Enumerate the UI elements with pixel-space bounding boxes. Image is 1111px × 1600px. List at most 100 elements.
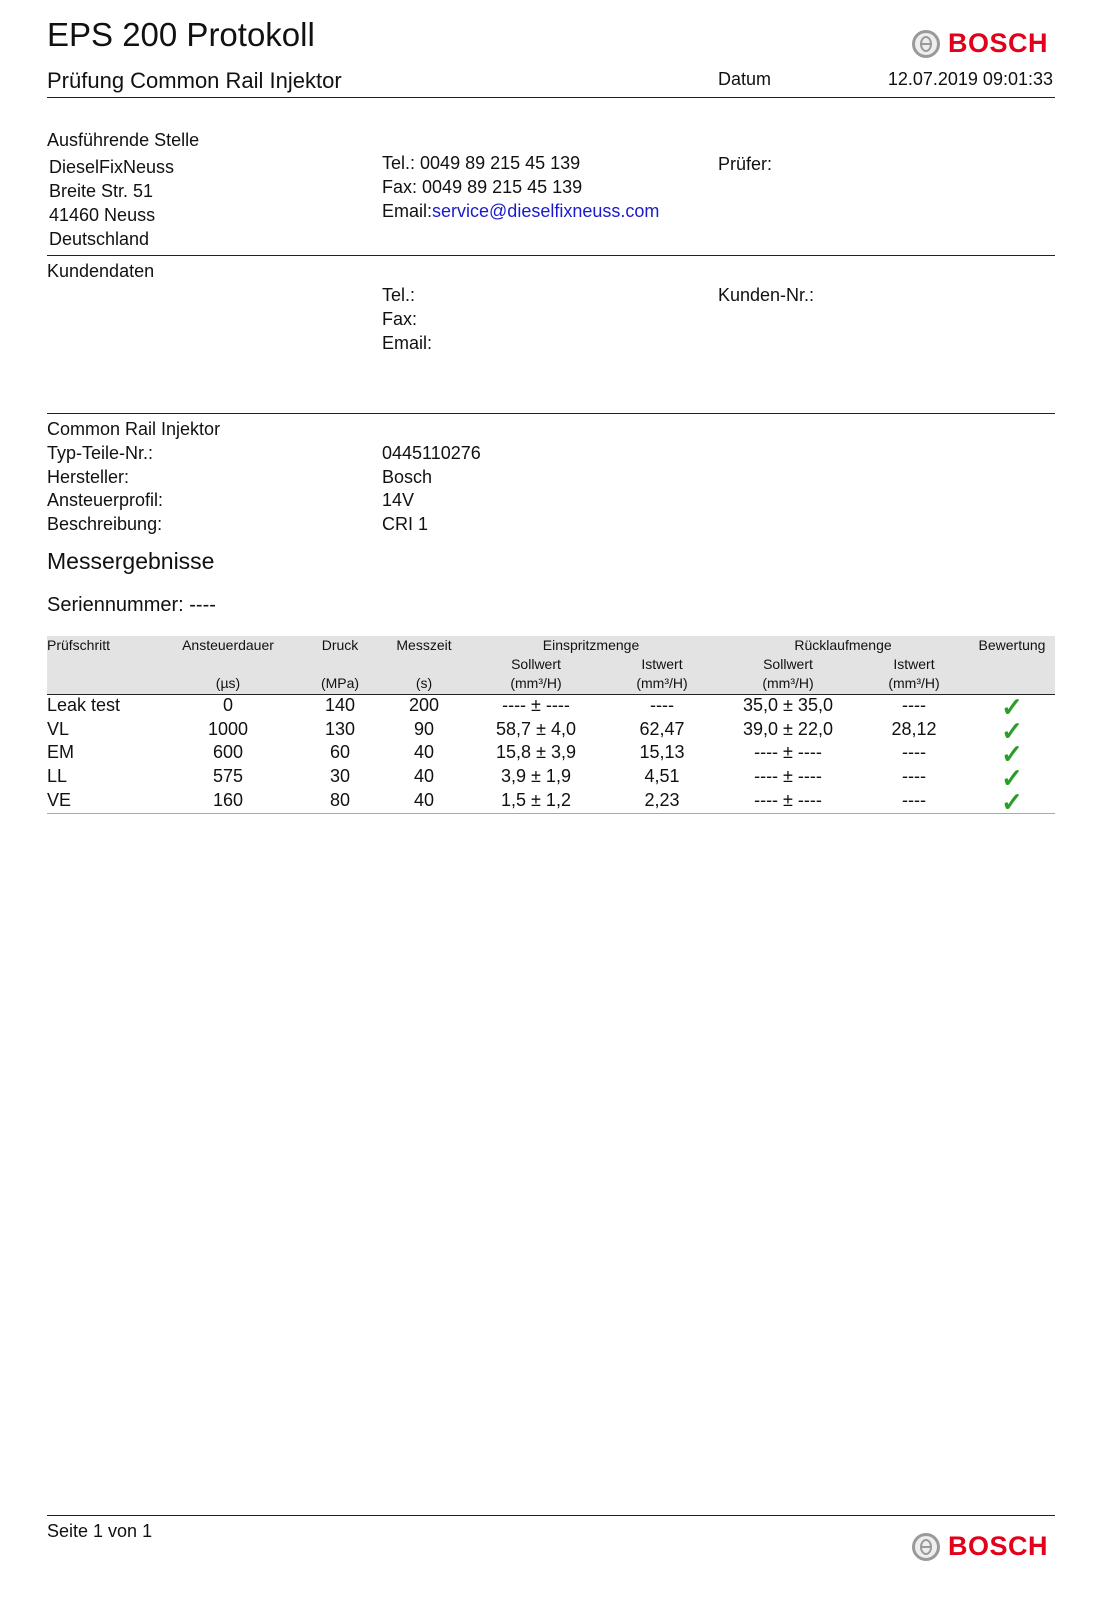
divider [47,1515,1055,1516]
field-label: Ansteuerprofil: [47,490,164,510]
col-ruecklaufmenge: Rücklaufmenge [794,637,892,653]
col-druck: Druck [321,637,359,653]
cell-druck: 130 [324,718,356,739]
cell-druck: 80 [329,789,351,810]
email-label: Email: [382,201,433,221]
cell-einspritz-sollwert: 58,7 ± 4,0 [496,718,576,739]
col-messzeit: Messzeit [396,637,452,653]
check-icon: ✓ [1001,763,1023,794]
cell-druck: 30 [329,766,351,787]
cell-einspritz-istwert: 4,51 [644,766,680,787]
cell-messzeit: 40 [413,766,435,787]
address-line: Deutschland [49,229,150,249]
col-pruefschritt: Prüfschritt [47,637,111,653]
cell-ansteuerdauer: 600 [212,742,244,763]
cell-ruecklauf-sollwert: ---- ± ---- [754,766,822,787]
cell-ruecklauf-sollwert: 39,0 ± 22,0 [743,718,833,739]
cell-einspritz-istwert: 15,13 [639,742,685,763]
tel-value: 0049 89 215 45 139 [420,153,581,173]
divider [47,97,1055,98]
check-icon: ✓ [1001,786,1023,817]
address-line: DieselFixNeuss [49,157,175,177]
check-icon: ✓ [1001,739,1023,770]
kunden-nr-label: Kunden-Nr.: [718,285,815,305]
cell-druck: 140 [324,695,356,715]
cell-einspritz-istwert: 62,47 [639,718,685,739]
results-heading: Messergebnisse [47,548,215,574]
cell-pruefschritt: VL [47,718,70,739]
unit-messzeit: (s) [415,675,433,691]
col-einspritzmenge: Einspritzmenge [542,637,640,653]
cell-einspritz-sollwert: 3,9 ± 1,9 [501,766,571,787]
field-value: 14V [382,490,415,510]
email-link[interactable]: service@dieselfixneuss.com [432,201,660,221]
check-icon: ✓ [1001,715,1023,746]
cell-druck: 60 [329,742,351,763]
cell-ruecklauf-istwert: 28,12 [891,718,937,739]
check-icon: ✓ [1001,692,1023,722]
cell-ruecklauf-istwert: ---- [902,742,926,763]
divider [47,413,1055,414]
cell-messzeit: 90 [413,718,435,739]
unit: (mm³/H) [888,675,940,691]
address-line: Breite Str. 51 [49,181,154,201]
kunde-fax-label: Fax: [382,309,418,329]
cell-ruecklauf-sollwert: ---- ± ---- [754,789,822,810]
unit: (mm³/H) [510,675,562,691]
field-label: Typ-Teile-Nr.: [47,443,154,463]
cell-einspritz-sollwert: 1,5 ± 1,2 [501,789,571,810]
cell-ruecklauf-istwert: ---- [902,789,926,810]
cell-einspritz-istwert: ---- [650,695,674,715]
col-einspritz-istwert: Istwert [641,656,683,672]
logo-text: BOSCH [948,1531,1049,1561]
cell-ruecklauf-sollwert: 35,0 ± 35,0 [743,695,833,715]
table-end-line [47,813,1055,814]
field-value: Bosch [382,467,433,487]
pruefer-label: Prüfer: [718,154,773,174]
col-bewertung: Bewertung [978,637,1046,653]
unit: (mm³/H) [762,675,814,691]
field-value: 0445110276 [382,443,481,463]
unit-druck: (MPa) [320,675,360,691]
kunde-tel-label: Tel.: [382,285,416,305]
kunde-heading: Kundendaten [47,261,155,281]
col-ruecklauf-sollwert: Sollwert [763,656,813,672]
cell-einspritz-sollwert: ---- ± ---- [502,695,570,715]
fax-label: Fax: [382,177,418,197]
cell-messzeit: 40 [413,742,435,763]
stelle-heading: Ausführende Stelle [47,130,200,150]
page-title: EPS 200 Protokoll [47,16,315,53]
unit: (mm³/H) [636,675,688,691]
cell-ruecklauf-istwert: ---- [902,695,926,715]
bosch-armature-icon [912,29,940,58]
divider [47,255,1055,256]
tel-label: Tel.: [382,153,416,173]
field-label: Beschreibung: [47,514,163,534]
col-ruecklauf-istwert: Istwert [893,656,935,672]
cell-pruefschritt: VE [47,789,72,810]
cell-ansteuerdauer: 575 [212,766,244,787]
page-subtitle: Prüfung Common Rail Injektor [47,68,342,93]
address-line: 41460 Neuss [49,205,156,225]
unit-ansteuerdauer: (µs) [215,675,241,691]
field-value: CRI 1 [382,514,429,534]
cell-ansteuerdauer: 1000 [207,718,249,739]
page-number: Seite 1 von 1 [47,1521,153,1541]
fax-value: 0049 89 215 45 139 [422,177,583,197]
cell-messzeit: 200 [408,695,440,715]
cell-messzeit: 40 [413,789,435,810]
cell-ansteuerdauer: 0 [222,695,233,715]
injektor-heading: Common Rail Injektor [47,419,221,439]
cell-pruefschritt: LL [47,766,68,787]
col-ansteuerdauer: Ansteuerdauer [182,637,274,653]
bosch-logo: BOSCH [912,28,1048,59]
table-header [47,636,1055,695]
cell-pruefschritt: Leak test [47,695,121,715]
cell-ruecklauf-istwert: ---- [902,766,926,787]
date-value: 12.07.2019 09:01:33 [887,69,1053,89]
serial-number: Seriennummer: ---- [47,594,216,616]
field-label: Hersteller: [47,467,130,487]
logo-text: BOSCH [948,28,1049,58]
bosch-logo-footer: BOSCH [912,1531,1048,1562]
cell-einspritz-sollwert: 15,8 ± 3,9 [496,742,576,763]
